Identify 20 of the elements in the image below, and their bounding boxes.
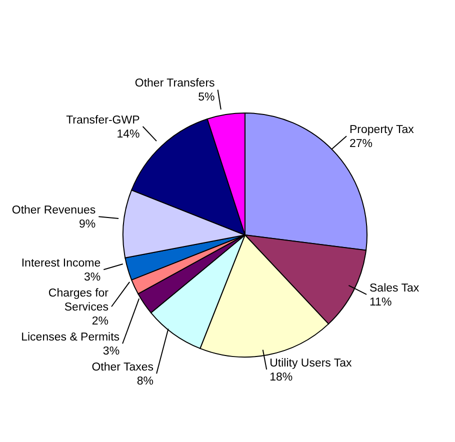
slice-label: Other Transfers xyxy=(134,78,216,90)
data-label: 27% xyxy=(350,138,373,150)
data-label: 9% xyxy=(79,218,96,231)
slice-label: Licenses & Permits xyxy=(21,332,120,344)
slice-label: Charges for Services xyxy=(48,288,109,314)
slice-label: Property Tax xyxy=(350,124,414,136)
data-label: 18% xyxy=(270,371,293,384)
data-label: 14% xyxy=(116,128,140,140)
data-label: 8% xyxy=(136,376,154,388)
data-label: 5% xyxy=(198,92,215,104)
data-label: 3% xyxy=(84,272,101,284)
data-label: 11% xyxy=(370,296,392,308)
slice-label: Sales Tax xyxy=(370,282,420,294)
slice-label: Transfer-GWP xyxy=(66,114,140,126)
data-label: 3% xyxy=(102,346,120,358)
slice-label: Other Revenues xyxy=(12,204,96,217)
slice-label: Interest Income xyxy=(21,258,101,270)
slice-label: Other Taxes xyxy=(92,362,154,374)
data-label: 2% xyxy=(92,316,109,328)
slice-label: Utility Users Tax xyxy=(270,357,352,370)
